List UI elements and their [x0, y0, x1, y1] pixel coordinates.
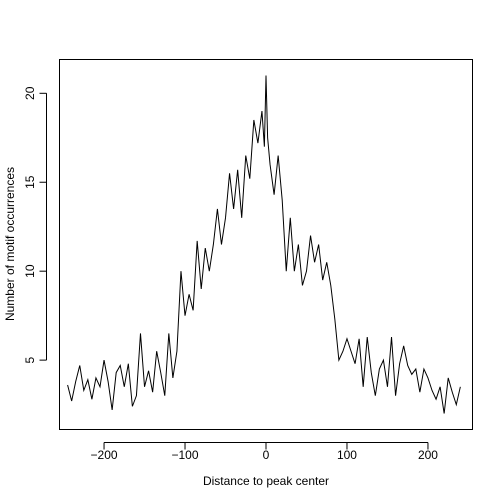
x-tick-label: 200: [418, 448, 438, 462]
x-tick-label: −100: [172, 448, 199, 462]
x-axis: −200 −100 0 100 200: [91, 442, 438, 462]
x-tick-label: 0: [263, 448, 270, 462]
plot-frame: [59, 59, 473, 430]
y-axis: 5 10 15 20: [23, 86, 47, 363]
y-tick-label: 20: [23, 86, 37, 100]
x-axis-title: Distance to peak center: [203, 474, 329, 488]
x-tick-label: 100: [337, 448, 357, 462]
y-tick-label: 5: [23, 356, 37, 363]
y-tick-label: 15: [23, 175, 37, 189]
y-tick-label: 10: [23, 264, 37, 278]
series-line: [67, 75, 461, 414]
x-tick-label: −200: [91, 448, 118, 462]
y-axis-title: Number of motif occurrences: [3, 167, 17, 321]
